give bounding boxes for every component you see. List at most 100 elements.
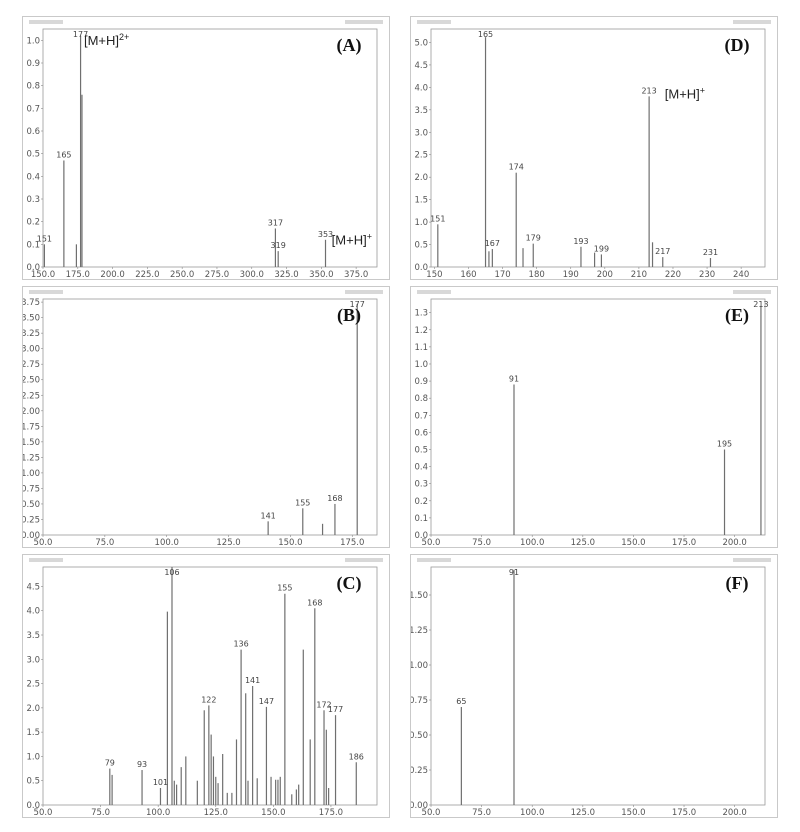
y-tick-label: 4.0: [414, 83, 428, 93]
x-tick-label: 240: [733, 270, 749, 280]
peak-label: 319: [271, 241, 286, 250]
y-tick-label: 3.00: [23, 345, 40, 355]
ion-annotation-text: [M+H]: [84, 33, 119, 48]
y-tick-label: 1.25: [23, 453, 40, 463]
y-tick-label: 1.00: [411, 661, 428, 671]
y-tick-label: 3.50: [23, 314, 40, 324]
x-tick-label: 225.0: [135, 270, 159, 280]
header-strip-left: [417, 20, 451, 24]
x-tick-label: 100.0: [520, 808, 544, 818]
x-tick-label: 200.0: [722, 538, 746, 548]
y-tick-label: 0.5: [414, 241, 428, 251]
x-tick-label: 150.0: [621, 808, 645, 818]
y-tick-label: 0.25: [411, 766, 428, 776]
spectrum-chart-a: 0.0 0.1 0.2 0.3 0.4 0.5 0.6 0.7 0.8 0.9 1.0 150.0 17…: [26, 20, 383, 280]
x-tick-label: 190: [563, 270, 579, 280]
y-tick-label: 0.3: [26, 195, 40, 205]
x-tick-label: 175.0: [672, 538, 696, 548]
y-tick-label: 1.1: [414, 343, 428, 353]
peak-label: 217: [655, 247, 670, 256]
panel-e: 0.0 0.1 0.2 0.3 0.4 0.5 0.6 0.7 0.8 0.9 1.0 1.1 1.2 1…: [410, 286, 778, 548]
y-tick-label: 2.00: [23, 407, 40, 417]
ion-annotation-charge: +: [367, 231, 372, 241]
y-tick-label: 0.6: [26, 127, 40, 137]
plot-area: [42, 298, 378, 536]
x-tick-label: 375.0: [344, 270, 368, 280]
y-tick-label: 0.25: [23, 515, 40, 525]
y-tick-label: 0.8: [26, 82, 40, 92]
peak-label: 172: [316, 700, 331, 709]
peak-label: 93: [137, 760, 147, 769]
peak-label: 122: [201, 695, 216, 704]
y-tick-label: 0.1: [414, 514, 428, 524]
header-strip-right: [345, 20, 383, 24]
spectrum-chart-f: 0.00 0.25 0.50 0.75 1.00 1.25 1.50 50.0 75.0 100.…: [411, 558, 771, 818]
peak-label: 168: [307, 598, 322, 607]
peak-label: 231: [703, 248, 718, 257]
y-tick-label: 0.00: [23, 531, 40, 541]
y-tick-label: 4.5: [414, 61, 428, 71]
x-tick-label: 250.0: [170, 270, 194, 280]
x-tick-label: 150.0: [278, 538, 302, 548]
peak-label: 91: [509, 568, 519, 577]
x-tick-label: 200.0: [722, 808, 746, 818]
header-strip-right: [345, 558, 383, 562]
ion-annotation-text: [M+H]: [332, 232, 367, 247]
x-tick-label: 300.0: [240, 270, 264, 280]
y-tick-label: 0.1: [26, 240, 40, 250]
y-tick-label: 2.5: [26, 680, 40, 690]
peak-label: 155: [277, 584, 292, 593]
x-tick-label: 275.0: [205, 270, 229, 280]
y-tick-label: 2.50: [23, 376, 40, 386]
ion-annotation: [M+H]+: [665, 86, 705, 102]
y-tick-label: 2.0: [414, 173, 428, 183]
peak-label: 151: [37, 234, 52, 243]
y-tick-label: 1.2: [414, 326, 428, 336]
y-tick-label: 3.5: [414, 106, 428, 116]
y-tick-label: 0.3: [414, 480, 428, 490]
y-tick-label: 1.75: [23, 422, 40, 432]
x-tick-label: 160: [460, 270, 476, 280]
plot-area: [42, 28, 378, 268]
peak-label: 151: [430, 214, 445, 223]
y-tick-label: 1.50: [23, 438, 40, 448]
x-tick-label: 220: [665, 270, 681, 280]
x-tick-label: 200: [597, 270, 613, 280]
x-tick-label: 180: [529, 270, 545, 280]
spectrum-chart-e: 0.0 0.1 0.2 0.3 0.4 0.5 0.6 0.7 0.8 0.9 1.0 1.1 1.2 1…: [414, 290, 771, 548]
x-tick-label: 150: [426, 270, 442, 280]
panel-title: (D): [725, 35, 750, 56]
peak-label: 165: [478, 30, 493, 39]
panel-a: 0.0 0.1 0.2 0.3 0.4 0.5 0.6 0.7 0.8 0.9 1.0 150.0 17…: [22, 16, 390, 280]
y-tick-label: 1.3: [414, 309, 428, 319]
x-tick-label: 150.0: [621, 538, 645, 548]
y-tick-label: 0.5: [26, 777, 40, 787]
y-tick-label: 2.75: [23, 360, 40, 370]
x-tick-label: 100.0: [146, 808, 170, 818]
y-tick-label: 0.7: [26, 104, 40, 114]
peak-label: 147: [259, 697, 274, 706]
peak-label: 168: [327, 494, 342, 503]
peak-label: 177: [350, 300, 365, 309]
y-tick-label: 1.0: [414, 218, 428, 228]
panel-title: (F): [726, 573, 749, 594]
x-tick-label: 350.0: [309, 270, 333, 280]
peak-label: 141: [245, 676, 260, 685]
peak-label: 186: [349, 752, 364, 761]
y-tick-label: 2.0: [26, 704, 40, 714]
y-tick-label: 1.50: [411, 591, 428, 601]
peak-label: 179: [526, 234, 541, 243]
y-tick-label: 1.25: [411, 626, 428, 636]
x-tick-label: 170: [494, 270, 510, 280]
peak-label: 79: [105, 759, 115, 768]
y-tick-label: 1.00: [23, 469, 40, 479]
header-strip-right: [733, 558, 771, 562]
plot-area: [430, 566, 766, 806]
x-tick-label: 150.0: [31, 270, 55, 280]
x-tick-label: 125.0: [571, 808, 595, 818]
y-tick-label: 0.4: [26, 172, 40, 182]
x-tick-label: 50.0: [422, 538, 441, 548]
spectrum-chart-d: 0.0 0.5 1.0 1.5 2.0 2.5 3.0 3.5 4.0 4.5 5.0 150 160 1…: [414, 20, 771, 280]
ion-annotation: [M+H]2+: [84, 32, 129, 48]
x-tick-label: 175.0: [319, 808, 343, 818]
